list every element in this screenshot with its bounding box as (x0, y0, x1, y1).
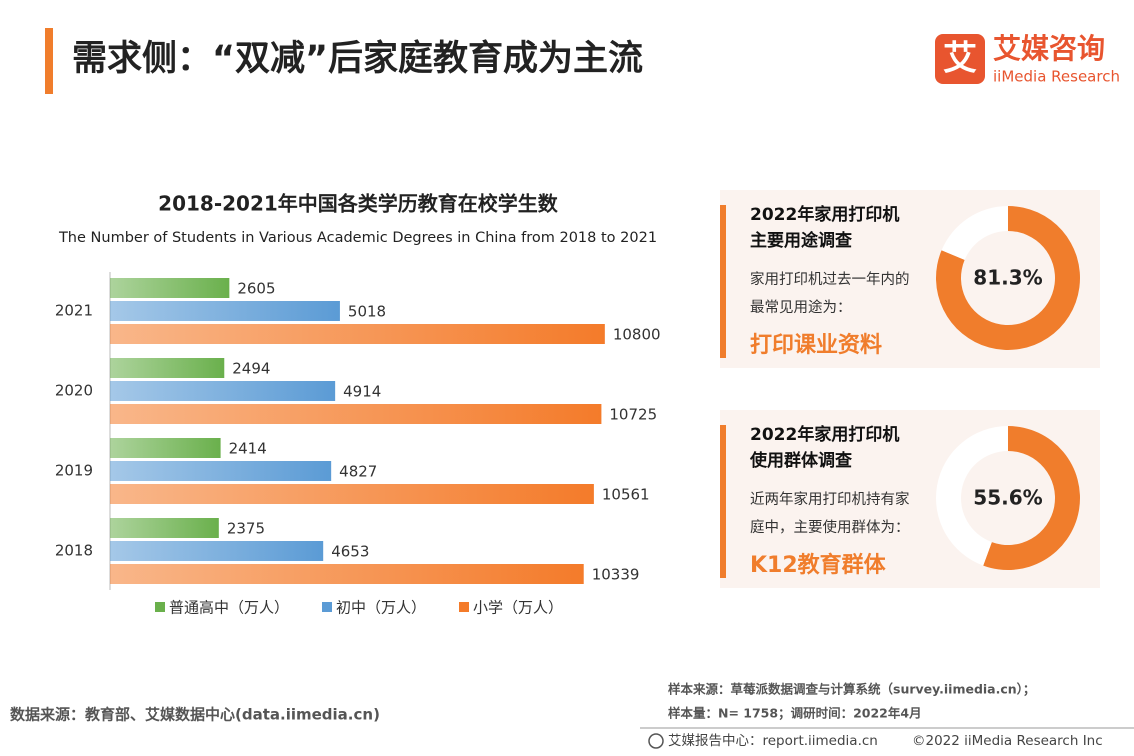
globe-icon (648, 733, 664, 749)
bar (110, 301, 340, 321)
data-label: 2375 (227, 520, 265, 538)
bar (110, 484, 594, 504)
legend-label: 初中（万人） (336, 599, 426, 617)
y-tick-label: 2019 (55, 462, 93, 480)
legend-swatch (322, 602, 332, 612)
bar (110, 461, 332, 481)
data-label: 4827 (339, 463, 377, 481)
page-title: 需求侧：“双减”后家庭教育成为主流 (72, 38, 643, 79)
card-description: 庭中，主要使用群体为： (750, 519, 910, 536)
data-label: 2605 (237, 280, 275, 298)
donut-segment (941, 206, 1008, 260)
data-label: 2414 (229, 440, 267, 458)
card-title: 2022年家用打印机 (750, 204, 899, 225)
donut-segment (983, 426, 1080, 570)
bar (110, 541, 324, 561)
bar (110, 278, 230, 298)
donut-segment (935, 426, 1008, 566)
donut-label: 55.6% (973, 486, 1042, 510)
card-highlight: 打印课业资料 (750, 333, 882, 358)
card-title: 2022年家用打印机 (750, 424, 899, 445)
logo-mark-bg (935, 34, 985, 84)
card-highlight: K12教育群体 (750, 552, 887, 578)
card-description: 近两年家用打印机持有家 (750, 491, 910, 508)
sample-size: 样本量：N= 1758；调研时间：2022年4月 (668, 706, 922, 721)
legend-swatch (155, 602, 165, 612)
data-label: 5018 (348, 303, 386, 321)
sample-source: 样本来源：草莓派数据调查与计算系统（survey.iimedia.cn）； (668, 682, 1035, 697)
bar (110, 324, 605, 344)
donut-segment (936, 206, 1080, 350)
y-tick-label: 2018 (55, 542, 93, 560)
logo-mark: 艾 (943, 39, 977, 79)
legend-label: 小学（万人） (473, 599, 563, 617)
legend-swatch (459, 602, 469, 612)
copyright: ©2022 iiMedia Research Inc (912, 733, 1103, 749)
source: 数据来源：教育部、艾媒数据中心(data.iimedia.cn) (10, 706, 380, 724)
card-title: 主要用途调查 (750, 230, 853, 251)
legend-label: 普通高中（万人） (169, 599, 289, 617)
bar (110, 438, 221, 458)
card-accent (720, 205, 726, 358)
y-tick-label: 2021 (55, 302, 93, 320)
data-label: 2494 (232, 360, 270, 378)
data-label: 4653 (331, 543, 369, 561)
chart-title: 2018-2021年中国各类学历教育在校学生数 (158, 192, 559, 216)
bar (110, 518, 219, 538)
card-description: 最常见用途为： (750, 299, 852, 316)
data-label: 10725 (609, 406, 657, 424)
bar (110, 358, 225, 378)
logo-sub: iiMedia Research (993, 68, 1120, 86)
bar (110, 381, 336, 401)
chart-subtitle: The Number of Students in Various Academ… (58, 230, 657, 246)
data-label: 4914 (343, 383, 381, 401)
bar (110, 404, 602, 424)
data-label: 10800 (613, 326, 661, 344)
card-description: 家用打印机过去一年内的 (750, 271, 910, 288)
donut-label: 81.3% (973, 266, 1042, 290)
card-accent (720, 425, 726, 578)
card-title: 使用群体调查 (749, 450, 853, 471)
logo-name: 艾媒咨询 (993, 32, 1105, 65)
y-tick-label: 2020 (55, 382, 93, 400)
data-label: 10561 (602, 486, 650, 504)
report-center: 艾媒报告中心：report.iimedia.cn (668, 733, 878, 749)
title-accent (45, 28, 53, 94)
bar (110, 564, 584, 584)
data-label: 10339 (592, 566, 640, 584)
